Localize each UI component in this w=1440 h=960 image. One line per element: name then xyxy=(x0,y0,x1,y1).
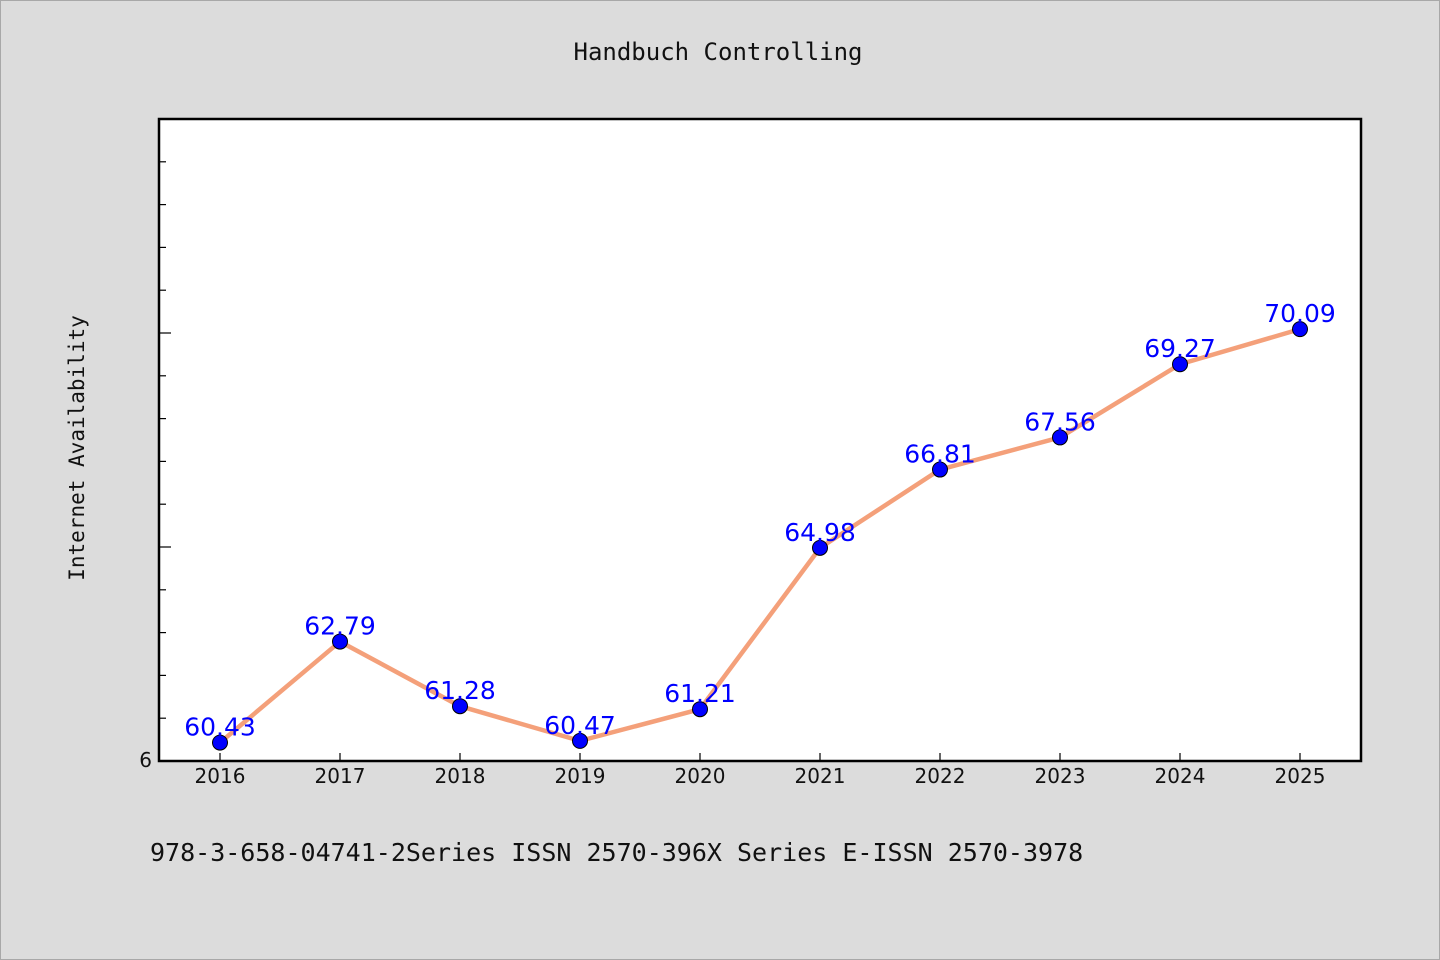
data-label-2017: 62.79 xyxy=(304,612,376,641)
data-point-2017 xyxy=(332,633,348,650)
data-label-2019: 60.47 xyxy=(544,711,616,740)
data-markers xyxy=(212,321,1308,751)
x-axis-ticks xyxy=(219,753,1301,761)
plot-area xyxy=(157,117,1363,763)
x-tick-label-2025: 2025 xyxy=(1275,764,1326,788)
data-point-2021 xyxy=(812,539,828,556)
data-label-2025: 70.09 xyxy=(1264,299,1336,328)
data-label-2018: 61.28 xyxy=(424,676,496,705)
chart-title: Handbuch Controlling xyxy=(574,38,863,66)
x-tick-label-2019: 2019 xyxy=(555,764,606,788)
x-tick-label-2017: 2017 xyxy=(315,764,366,788)
data-label-2020: 61.21 xyxy=(664,679,736,708)
y-axis-ticks xyxy=(159,161,171,719)
data-label-2021: 64.98 xyxy=(784,518,856,547)
x-tick-label-2023: 2023 xyxy=(1035,764,1086,788)
data-label-2016: 60.43 xyxy=(184,713,256,742)
data-point-2016 xyxy=(212,734,228,751)
series-line xyxy=(217,326,1303,745)
x-tick-label-2022: 2022 xyxy=(915,764,966,788)
x-tick-label-2021: 2021 xyxy=(795,764,846,788)
y-axis-label: Internet Availability xyxy=(65,315,89,581)
data-point-2018 xyxy=(452,698,468,715)
x-axis-tick-labels: 2016 2017 2018 2019 2020 2021 2022 2023 2024 2025 xyxy=(195,764,1326,788)
data-point-2019 xyxy=(572,732,588,749)
data-point-2022 xyxy=(932,461,948,478)
data-label-2023: 67.56 xyxy=(1024,407,1096,436)
footer-isbn-issn: 978-3-658-04741-2Series ISSN 2570-396X S… xyxy=(150,838,1083,867)
x-tick-label-2018: 2018 xyxy=(435,764,486,788)
x-tick-label-2016: 2016 xyxy=(195,764,246,788)
data-point-2025 xyxy=(1292,321,1308,338)
data-point-2020 xyxy=(692,701,708,718)
x-tick-label-2020: 2020 xyxy=(675,764,726,788)
data-point-2023 xyxy=(1052,429,1068,446)
y-tick-label: 6 xyxy=(139,748,152,772)
data-label-2024: 69.27 xyxy=(1144,334,1216,363)
data-label-2022: 66.81 xyxy=(904,440,976,469)
data-point-2024 xyxy=(1172,356,1188,373)
data-labels: 60.43 62.79 61.28 60.47 61.21 64.98 66.81 67.56… xyxy=(184,299,1336,741)
x-tick-label-2024: 2024 xyxy=(1155,764,1206,788)
